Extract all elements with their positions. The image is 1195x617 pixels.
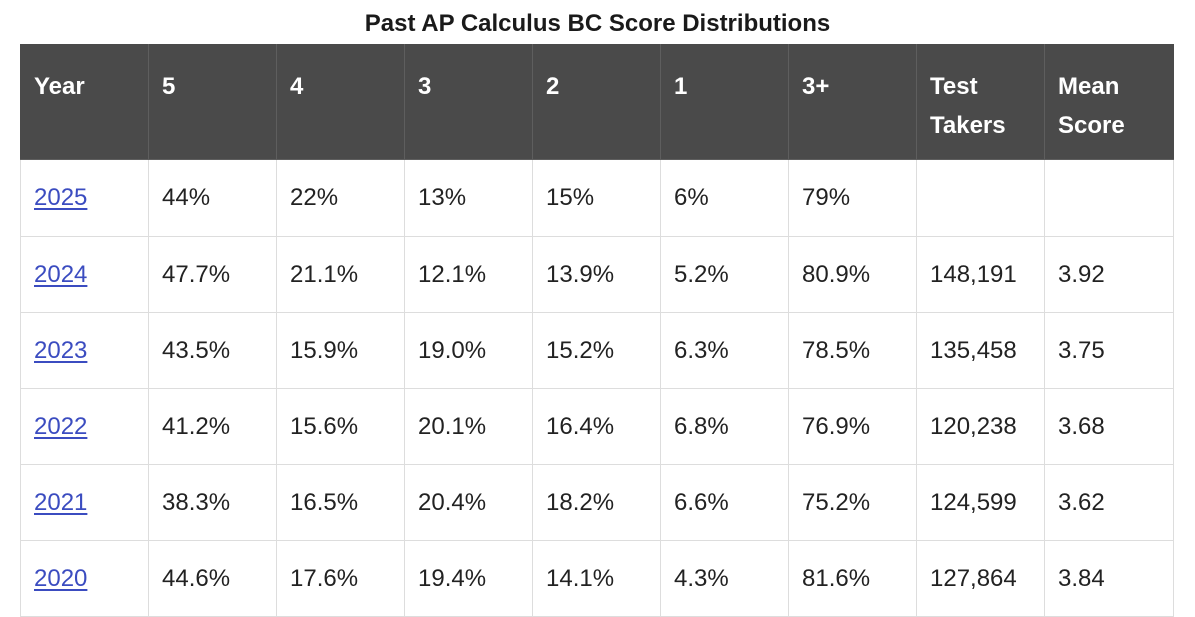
mean-score-cell: 3.75 <box>1044 312 1174 389</box>
three-plus-cell: 79% <box>788 159 917 237</box>
score-2-cell: 15% <box>532 159 661 237</box>
score-3-cell: 19.4% <box>404 540 533 617</box>
year-cell: 2021 <box>20 464 149 541</box>
mean-score-cell: 3.84 <box>1044 540 1174 617</box>
score-distribution-table: Year 5 4 3 2 1 3+ Test Takers Mean Score… <box>20 44 1174 617</box>
header-score-2: 2 <box>532 44 661 160</box>
three-plus-cell: 80.9% <box>788 236 917 313</box>
year-cell: 2023 <box>20 312 149 389</box>
three-plus-cell: 76.9% <box>788 388 917 465</box>
year-link[interactable]: 2023 <box>34 336 88 364</box>
score-2-cell: 14.1% <box>532 540 661 617</box>
year-link[interactable]: 2021 <box>34 488 88 516</box>
test-takers-cell: 127,864 <box>916 540 1045 617</box>
table-row: 2022 41.2% 15.6% 20.1% 16.4% 6.8% 76.9% … <box>20 388 1174 465</box>
year-cell: 2024 <box>20 236 149 313</box>
score-4-cell: 21.1% <box>276 236 405 313</box>
score-3-cell: 12.1% <box>404 236 533 313</box>
table-row: 2020 44.6% 17.6% 19.4% 14.1% 4.3% 81.6% … <box>20 540 1174 617</box>
mean-score-cell: 3.68 <box>1044 388 1174 465</box>
score-2-cell: 13.9% <box>532 236 661 313</box>
score-5-cell: 47.7% <box>148 236 277 313</box>
table-row: 2023 43.5% 15.9% 19.0% 15.2% 6.3% 78.5% … <box>20 312 1174 389</box>
three-plus-cell: 81.6% <box>788 540 917 617</box>
score-3-cell: 19.0% <box>404 312 533 389</box>
score-5-cell: 43.5% <box>148 312 277 389</box>
test-takers-cell <box>916 159 1045 237</box>
mean-score-cell: 3.92 <box>1044 236 1174 313</box>
mean-score-cell <box>1044 159 1174 237</box>
year-cell: 2025 <box>20 159 149 237</box>
three-plus-cell: 75.2% <box>788 464 917 541</box>
score-3-cell: 20.4% <box>404 464 533 541</box>
header-score-3: 3 <box>404 44 533 160</box>
score-3-cell: 20.1% <box>404 388 533 465</box>
score-1-cell: 4.3% <box>660 540 789 617</box>
score-1-cell: 6.8% <box>660 388 789 465</box>
table-row: 2024 47.7% 21.1% 12.1% 13.9% 5.2% 80.9% … <box>20 236 1174 313</box>
year-link[interactable]: 2024 <box>34 260 88 288</box>
score-4-cell: 15.6% <box>276 388 405 465</box>
mean-score-cell: 3.62 <box>1044 464 1174 541</box>
test-takers-cell: 124,599 <box>916 464 1045 541</box>
header-score-1: 1 <box>660 44 789 160</box>
score-4-cell: 22% <box>276 159 405 237</box>
score-2-cell: 16.4% <box>532 388 661 465</box>
score-5-cell: 41.2% <box>148 388 277 465</box>
test-takers-cell: 148,191 <box>916 236 1045 313</box>
year-cell: 2020 <box>20 540 149 617</box>
score-1-cell: 6.3% <box>660 312 789 389</box>
year-link[interactable]: 2020 <box>34 564 88 592</box>
score-2-cell: 18.2% <box>532 464 661 541</box>
test-takers-cell: 120,238 <box>916 388 1045 465</box>
table-row: 2025 44% 22% 13% 15% 6% 79% <box>20 159 1174 237</box>
test-takers-cell: 135,458 <box>916 312 1045 389</box>
score-1-cell: 6.6% <box>660 464 789 541</box>
score-4-cell: 15.9% <box>276 312 405 389</box>
header-score-5: 5 <box>148 44 277 160</box>
header-test-takers: Test Takers <box>916 44 1045 160</box>
score-5-cell: 44% <box>148 159 277 237</box>
header-three-plus: 3+ <box>788 44 917 160</box>
table-title: Past AP Calculus BC Score Distributions <box>364 10 831 37</box>
score-2-cell: 15.2% <box>532 312 661 389</box>
year-cell: 2022 <box>20 388 149 465</box>
score-4-cell: 17.6% <box>276 540 405 617</box>
three-plus-cell: 78.5% <box>788 312 917 389</box>
header-row: Year 5 4 3 2 1 3+ Test Takers Mean Score <box>20 44 1174 160</box>
score-3-cell: 13% <box>404 159 533 237</box>
score-1-cell: 6% <box>660 159 789 237</box>
score-5-cell: 44.6% <box>148 540 277 617</box>
header-mean-score: Mean Score <box>1044 44 1174 160</box>
table-row: 2021 38.3% 16.5% 20.4% 18.2% 6.6% 75.2% … <box>20 464 1174 541</box>
header-score-4: 4 <box>276 44 405 160</box>
score-4-cell: 16.5% <box>276 464 405 541</box>
header-year: Year <box>20 44 149 160</box>
year-link[interactable]: 2022 <box>34 412 88 440</box>
year-link[interactable]: 2025 <box>34 184 88 211</box>
score-1-cell: 5.2% <box>660 236 789 313</box>
score-5-cell: 38.3% <box>148 464 277 541</box>
